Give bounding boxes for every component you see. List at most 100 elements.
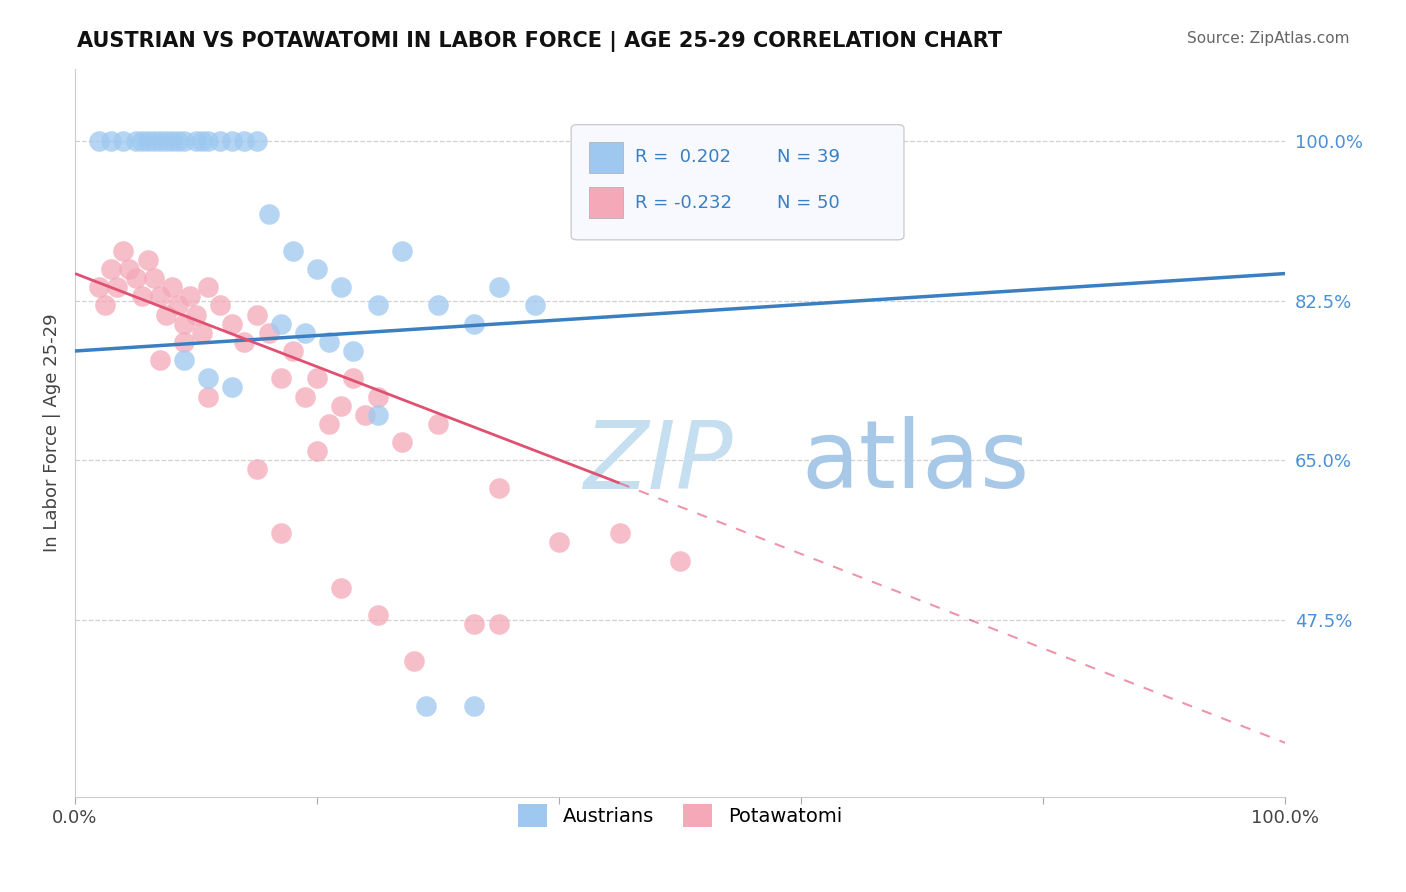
Point [197,390,219,404]
Point [488,617,510,632]
Point [488,481,510,495]
Point [245,462,267,476]
Point [173,317,195,331]
Point [463,699,485,714]
Point [209,135,232,149]
Point [523,298,546,312]
Point [318,334,340,349]
Point [112,135,135,149]
Point [100,135,122,149]
FancyBboxPatch shape [571,125,904,240]
Point [149,353,172,368]
Point [118,262,141,277]
Point [197,371,219,385]
Point [100,262,122,277]
Y-axis label: In Labor Force | Age 25-29: In Labor Force | Age 25-29 [44,314,60,552]
FancyBboxPatch shape [589,142,623,173]
Point [270,371,292,385]
Point [609,526,631,541]
Point [173,334,195,349]
Text: N = 39: N = 39 [778,148,839,167]
Point [257,207,280,221]
Point [257,326,280,340]
Text: ZIP: ZIP [583,417,733,508]
Point [245,135,267,149]
Point [191,135,214,149]
Text: atlas: atlas [801,417,1029,508]
Point [136,252,159,267]
Point [184,135,207,149]
Point [221,380,243,394]
Point [173,135,195,149]
Point [548,535,571,549]
Point [342,343,364,358]
Point [149,135,172,149]
Point [305,371,328,385]
Point [330,399,353,413]
Point [463,617,485,632]
Point [89,135,111,149]
Point [391,435,413,450]
Point [367,408,389,422]
Point [131,135,153,149]
Point [270,526,292,541]
Point [367,298,389,312]
Point [131,289,153,303]
Text: Source: ZipAtlas.com: Source: ZipAtlas.com [1187,31,1350,46]
Point [488,280,510,294]
Point [427,417,450,431]
Point [305,262,328,277]
Point [105,280,128,294]
Point [124,135,146,149]
Point [294,326,316,340]
Point [179,289,201,303]
Point [94,298,117,312]
Point [209,298,232,312]
Point [142,135,165,149]
Point [233,334,256,349]
Point [281,343,304,358]
Point [155,135,177,149]
Point [197,135,219,149]
Text: R = -0.232: R = -0.232 [636,194,733,212]
Point [124,271,146,285]
Point [245,308,267,322]
Point [191,326,214,340]
Point [391,244,413,258]
Point [367,390,389,404]
Point [402,654,425,668]
Point [221,135,243,149]
Point [142,271,165,285]
Point [167,298,190,312]
Point [342,371,364,385]
Point [160,280,183,294]
Point [233,135,256,149]
Point [305,444,328,458]
Point [149,289,172,303]
Point [330,581,353,595]
Point [136,135,159,149]
Point [270,317,292,331]
FancyBboxPatch shape [589,187,623,218]
Point [112,244,135,258]
Point [415,699,437,714]
Point [294,390,316,404]
Point [155,308,177,322]
Point [184,308,207,322]
Point [669,553,692,567]
Point [367,608,389,623]
Legend: Austrians, Potawatomi: Austrians, Potawatomi [510,796,849,835]
Point [89,280,111,294]
Point [221,317,243,331]
Point [330,280,353,294]
Point [281,244,304,258]
Point [427,298,450,312]
Point [318,417,340,431]
Text: N = 50: N = 50 [778,194,839,212]
Point [173,353,195,368]
Text: AUSTRIAN VS POTAWATOMI IN LABOR FORCE | AGE 25-29 CORRELATION CHART: AUSTRIAN VS POTAWATOMI IN LABOR FORCE | … [77,31,1002,53]
Point [354,408,377,422]
Text: R =  0.202: R = 0.202 [636,148,731,167]
Point [197,280,219,294]
Point [160,135,183,149]
